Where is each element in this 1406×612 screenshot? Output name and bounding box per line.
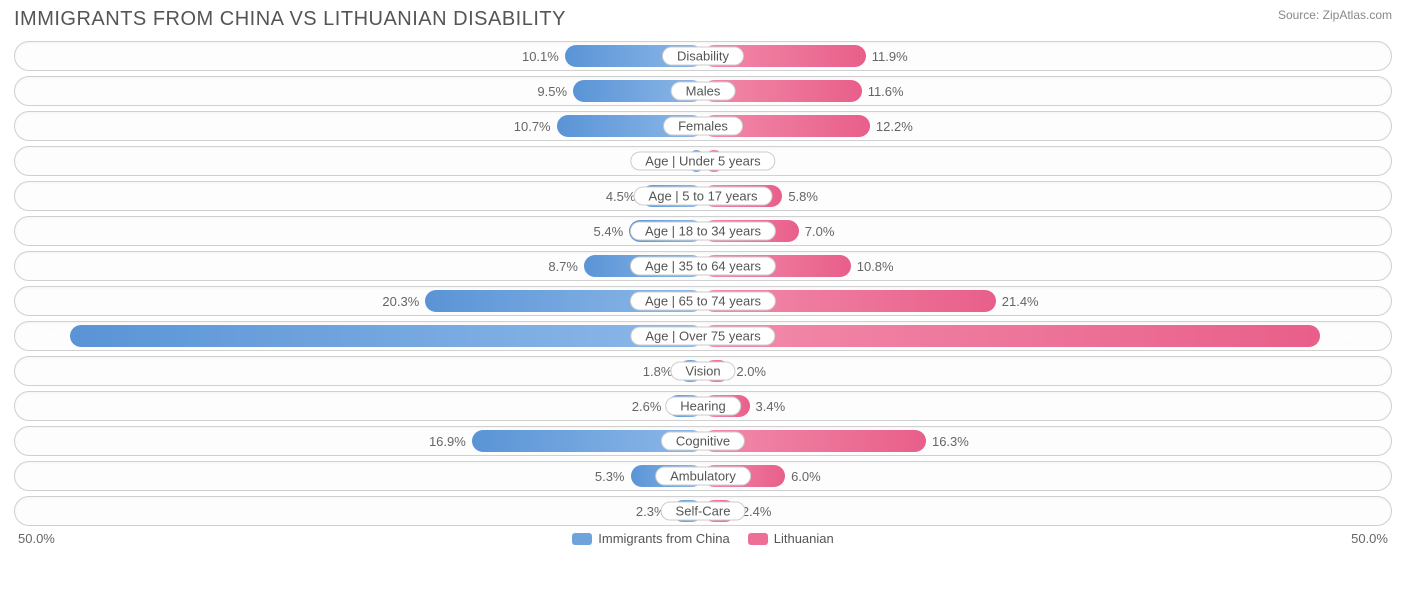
chart-row: 10.7% 12.2% Females [14, 111, 1392, 141]
chart-header: IMMIGRANTS FROM CHINA VS LITHUANIAN DISA… [14, 8, 1392, 31]
category-label: Cognitive [661, 432, 745, 451]
value-right: 6.0% [785, 465, 821, 487]
chart-row: 10.1% 11.9% Disability [14, 41, 1392, 71]
axis-right-max: 50.0% [1351, 531, 1388, 546]
category-label: Hearing [665, 397, 741, 416]
category-label: Males [671, 82, 736, 101]
chart-row: 5.4% 7.0% Age | 18 to 34 years [14, 216, 1392, 246]
value-left: 10.7% [514, 115, 557, 137]
value-right: 11.9% [866, 45, 908, 67]
chart-row: 9.5% 11.6% Males [14, 76, 1392, 106]
chart-footer: 50.0% Immigrants from China Lithuanian 5… [14, 531, 1392, 546]
legend-item-left: Immigrants from China [572, 531, 729, 546]
category-label: Age | 18 to 34 years [630, 222, 776, 241]
value-left: 9.5% [537, 80, 573, 102]
chart-row: 4.5%5.8%Age | 5 to 17 years [14, 181, 1392, 211]
value-left: 16.9% [429, 430, 472, 452]
value-right: 21.4% [996, 290, 1039, 312]
legend-swatch-right [748, 533, 768, 545]
bar-left [70, 325, 703, 347]
chart-row: 46.3% 45.1% Age | Over 75 years [14, 321, 1392, 351]
value-right: 5.8% [782, 185, 818, 207]
value-left: 5.4% [594, 220, 630, 242]
value-right: 10.8% [851, 255, 894, 277]
value-left: 8.7% [548, 255, 584, 277]
category-label: Age | Under 5 years [630, 152, 775, 171]
category-label: Self-Care [661, 502, 746, 521]
butterfly-chart: 10.1%11.9%Disability9.5%11.6%Males10.7%1… [14, 41, 1392, 526]
value-left: 10.1% [522, 45, 565, 67]
value-right: 12.2% [870, 115, 913, 137]
value-left: 5.3% [595, 465, 631, 487]
legend-swatch-left [572, 533, 592, 545]
chart-row: 1.8%2.0%Vision [14, 356, 1392, 386]
chart-row: 16.9% 16.3% Cognitive [14, 426, 1392, 456]
category-label: Age | Over 75 years [630, 327, 775, 346]
legend-item-right: Lithuanian [748, 531, 834, 546]
category-label: Vision [670, 362, 735, 381]
category-label: Age | 65 to 74 years [630, 292, 776, 311]
value-right: 11.6% [862, 80, 904, 102]
value-left: 46.3% [26, 325, 69, 347]
category-label: Disability [662, 47, 744, 66]
category-label: Age | 5 to 17 years [634, 187, 773, 206]
chart-title: IMMIGRANTS FROM CHINA VS LITHUANIAN DISA… [14, 8, 566, 31]
value-left: 2.6% [632, 395, 668, 417]
bar-right [703, 325, 1320, 347]
chart-row: 5.3% 6.0% Ambulatory [14, 461, 1392, 491]
legend: Immigrants from China Lithuanian [572, 531, 833, 546]
value-right: 3.4% [750, 395, 786, 417]
legend-label-right: Lithuanian [774, 531, 834, 546]
category-label: Females [663, 117, 743, 136]
value-right: 2.0% [730, 360, 766, 382]
legend-label-left: Immigrants from China [598, 531, 729, 546]
category-label: Age | 35 to 64 years [630, 257, 776, 276]
chart-row: 0.96%1.6%Age | Under 5 years [14, 146, 1392, 176]
axis-left-max: 50.0% [18, 531, 55, 546]
chart-row: 8.7% 10.8% Age | 35 to 64 years [14, 251, 1392, 281]
chart-row: 2.3%2.4%Self-Care [14, 496, 1392, 526]
chart-row: 20.3% 21.4% Age | 65 to 74 years [14, 286, 1392, 316]
chart-row: 2.6% 3.4% Hearing [14, 391, 1392, 421]
source-attribution: Source: ZipAtlas.com [1278, 8, 1392, 22]
value-right: 45.1% [1337, 325, 1380, 347]
value-left: 20.3% [382, 290, 425, 312]
value-right: 16.3% [926, 430, 969, 452]
category-label: Ambulatory [655, 467, 751, 486]
value-right: 7.0% [799, 220, 835, 242]
